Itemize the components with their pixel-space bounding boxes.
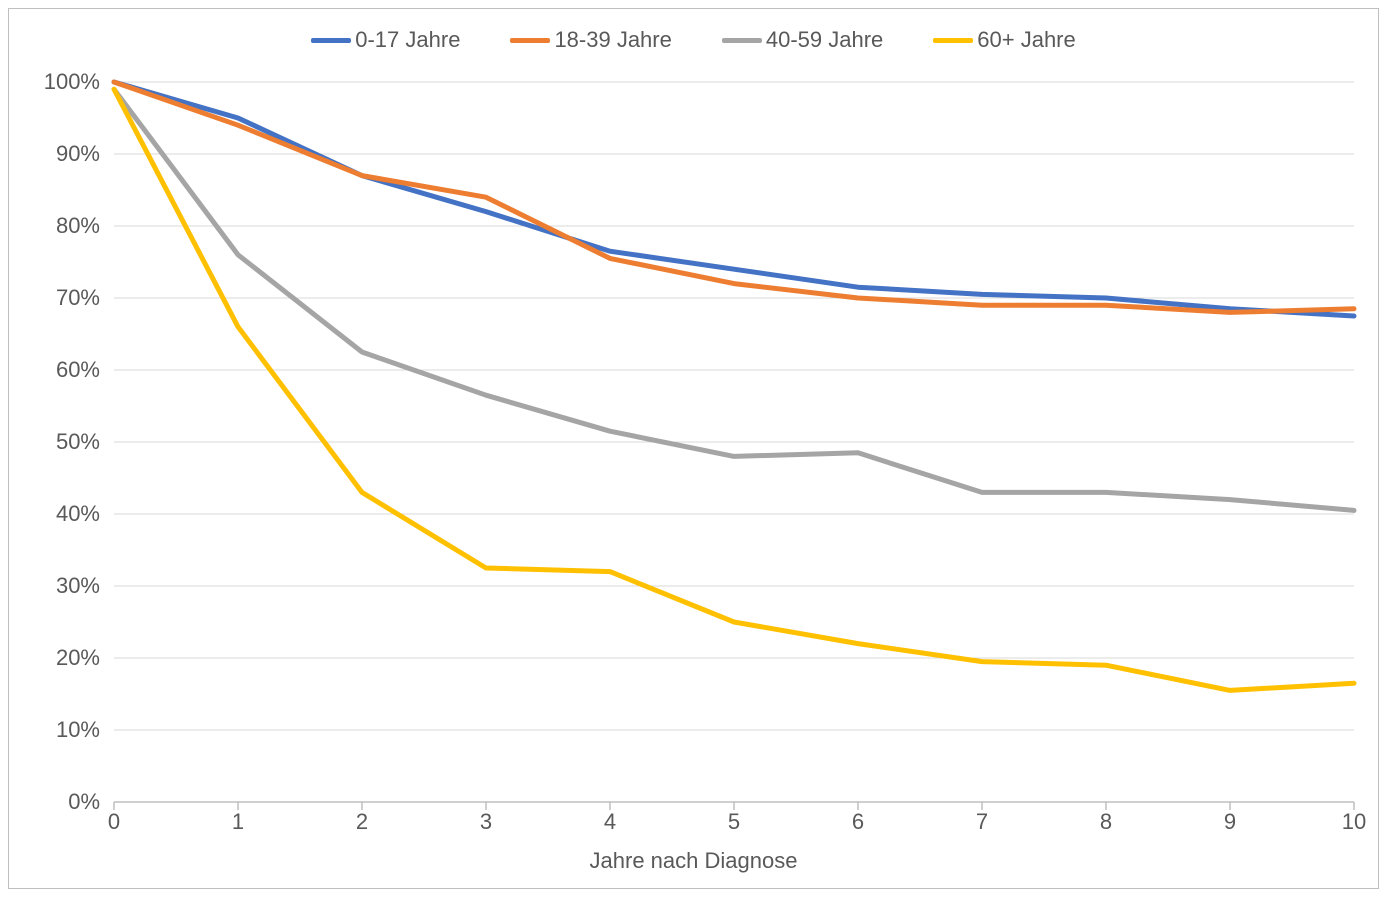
legend-swatch — [933, 38, 973, 43]
legend-item: 60+ Jahre — [933, 27, 1075, 53]
y-tick-label: 80% — [20, 213, 100, 239]
y-tick-label: 90% — [20, 141, 100, 167]
legend-label: 0-17 Jahre — [355, 27, 460, 53]
y-tick-label: 10% — [20, 717, 100, 743]
legend-item: 0-17 Jahre — [311, 27, 460, 53]
x-tick-label: 5 — [728, 809, 740, 835]
y-tick-label: 70% — [20, 285, 100, 311]
y-tick-label: 20% — [20, 645, 100, 671]
legend-label: 18-39 Jahre — [554, 27, 671, 53]
y-tick-label: 50% — [20, 429, 100, 455]
x-tick-label: 8 — [1100, 809, 1112, 835]
plot-svg — [114, 82, 1354, 802]
x-tick-label: 9 — [1224, 809, 1236, 835]
legend-swatch — [722, 38, 762, 43]
legend-swatch — [510, 38, 550, 43]
x-tick-label: 10 — [1342, 809, 1366, 835]
series-line — [114, 82, 1354, 312]
legend: 0-17 Jahre 18-39 Jahre 40-59 Jahre 60+ Jahr… — [9, 27, 1378, 53]
legend-label: 40-59 Jahre — [766, 27, 883, 53]
x-tick-label: 3 — [480, 809, 492, 835]
x-axis-title: Jahre nach Diagnose — [9, 848, 1378, 874]
y-tick-label: 60% — [20, 357, 100, 383]
legend-item: 18-39 Jahre — [510, 27, 671, 53]
chart-container: 0-17 Jahre 18-39 Jahre 40-59 Jahre 60+ Jahr… — [8, 8, 1379, 889]
series-line — [114, 89, 1354, 690]
legend-item: 40-59 Jahre — [722, 27, 883, 53]
series-line — [114, 82, 1354, 316]
x-tick-label: 2 — [356, 809, 368, 835]
legend-label: 60+ Jahre — [977, 27, 1075, 53]
x-tick-label: 1 — [232, 809, 244, 835]
y-tick-label: 0% — [20, 789, 100, 815]
y-tick-label: 30% — [20, 573, 100, 599]
y-tick-label: 100% — [20, 69, 100, 95]
x-tick-label: 4 — [604, 809, 616, 835]
x-tick-label: 6 — [852, 809, 864, 835]
x-tick-label: 0 — [108, 809, 120, 835]
legend-swatch — [311, 38, 351, 43]
y-tick-label: 40% — [20, 501, 100, 527]
x-tick-label: 7 — [976, 809, 988, 835]
plot-area — [114, 82, 1354, 802]
